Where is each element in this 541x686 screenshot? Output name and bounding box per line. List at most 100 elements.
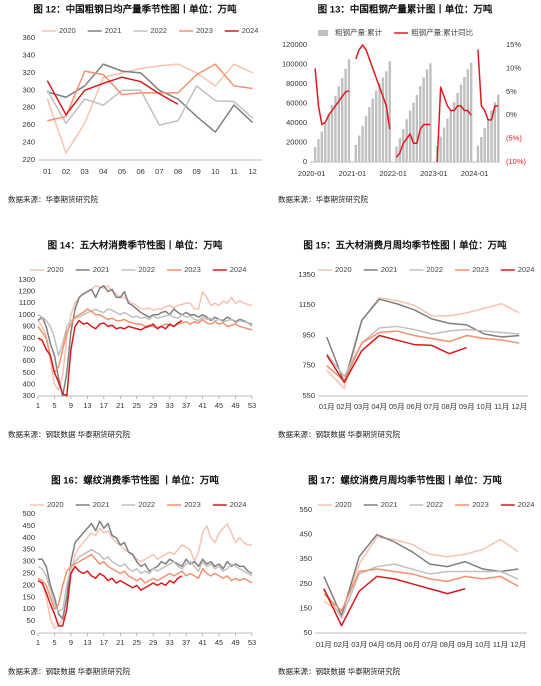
y-tick-label: 240 [22,138,35,147]
series-line [37,522,252,629]
x-tick-label: 53 [248,401,256,410]
bar [429,63,432,162]
y-tick-label: 300 [22,85,35,94]
legend-label: 2022 [138,500,155,509]
legend-label: 粗钢产量:累计 [335,27,383,37]
legend-label: 2021 [381,265,398,274]
legend-label: 2024 [242,26,259,35]
y-tick-label: 1000 [18,310,35,319]
source-note: 数据来源：钢联数据 华泰期货研究院 [278,666,401,676]
x-tick-label: 2024-01 [461,169,489,178]
y-tick-label: 400 [22,533,35,542]
bar [371,98,374,162]
y-tick-label: 100 [22,604,35,613]
x-tick-label: 1 [36,401,40,410]
x-tick-label: 07 [155,167,163,176]
y-tick-label: 280 [22,103,35,112]
x-tick-label: 01月 [316,640,332,649]
y-tick-label: 1100 [19,298,35,307]
x-tick-label: 12月 [510,640,526,649]
x-tick-label: 11月 [494,402,509,411]
bar [327,113,330,162]
bar [344,68,347,162]
x-tick-label: 09 [192,167,200,176]
chart-title: 图 17：螺纹消费月周均季节性图丨单位：万吨 [308,475,502,487]
y2-tick-label: 0% [506,110,517,119]
bar [330,104,334,162]
x-tick-label: 29 [149,638,157,647]
x-tick-label: 12月 [511,402,527,411]
legend-label: 2020 [335,265,352,274]
y-tick-label: 150 [299,603,312,612]
legend-label: 2023 [196,26,213,35]
y-tick-label: 50 [27,616,35,625]
x-tick-label: 07月 [422,640,438,649]
x-tick-label: 17 [100,401,108,410]
series-line [37,548,253,613]
y-tick-label: 950 [302,330,315,339]
y-tick-label: 600 [22,356,35,365]
bar [381,77,385,162]
y-tick-label: 60000 [286,98,307,107]
y-tick-label: 150 [22,592,35,601]
bar [324,122,327,162]
y-tick-label: 220 [22,155,35,164]
x-tick-label: 08月 [441,402,457,411]
legend-label: 2021 [381,500,398,509]
y-tick-label: 320 [22,68,35,77]
x-tick-label: 13 [83,401,91,410]
bar [364,115,368,162]
bar [408,110,412,162]
series-line [37,308,253,374]
x-tick-label: 01 [43,167,51,176]
y-tick-label: 800 [22,333,35,342]
x-tick-label: 41 [198,401,206,410]
legend-label: 2023 [472,265,489,274]
y-tick-label: 1200 [18,287,35,296]
legend-label: 2020 [335,500,352,509]
bar [439,136,442,162]
bar [490,110,493,162]
series-line [323,568,519,612]
bar [476,145,480,162]
x-tick-label: 5 [52,638,56,647]
x-tick-label: 37 [182,401,190,410]
bar [334,95,337,162]
series-line [37,285,253,397]
bar [368,107,371,162]
legend-label: 粗钢产量:累计同比 [411,27,474,37]
series-line [46,76,179,116]
series-line [314,44,499,163]
y-tick-label: 20000 [286,137,307,146]
series-line [326,298,520,384]
x-tick-label: 25 [133,638,141,647]
legend-label: 2022 [138,265,155,274]
bar [317,139,320,162]
bar [483,127,486,162]
series-line [38,520,253,620]
y-tick-label: 550 [302,391,315,400]
legend-label: 2022 [150,26,167,35]
x-tick-label: 10月 [475,640,491,649]
x-tick-label: 03 [80,167,88,176]
x-tick-label: 09月 [459,402,475,411]
y-tick-label: 350 [22,545,35,554]
y-tick-label: 550 [299,505,312,514]
x-tick-label: 9 [69,638,73,647]
x-tick-label: 49 [231,638,239,647]
bar [497,94,500,162]
bar [449,109,452,162]
x-tick-label: 02月 [336,402,352,411]
y-tick-label: 400 [22,379,35,388]
y2-tick-label: (10%) [506,157,527,166]
bar [480,136,483,162]
bar [422,77,425,162]
bar [425,69,429,162]
x-tick-label: 09月 [457,640,473,649]
bar [358,135,361,162]
y-tick-label: 700 [22,345,35,354]
chart-title: 图 15：五大材消费月周均季节性图丨单位：万吨 [303,240,507,252]
x-tick-label: 03月 [351,640,367,649]
y-tick-label: 500 [22,368,35,377]
